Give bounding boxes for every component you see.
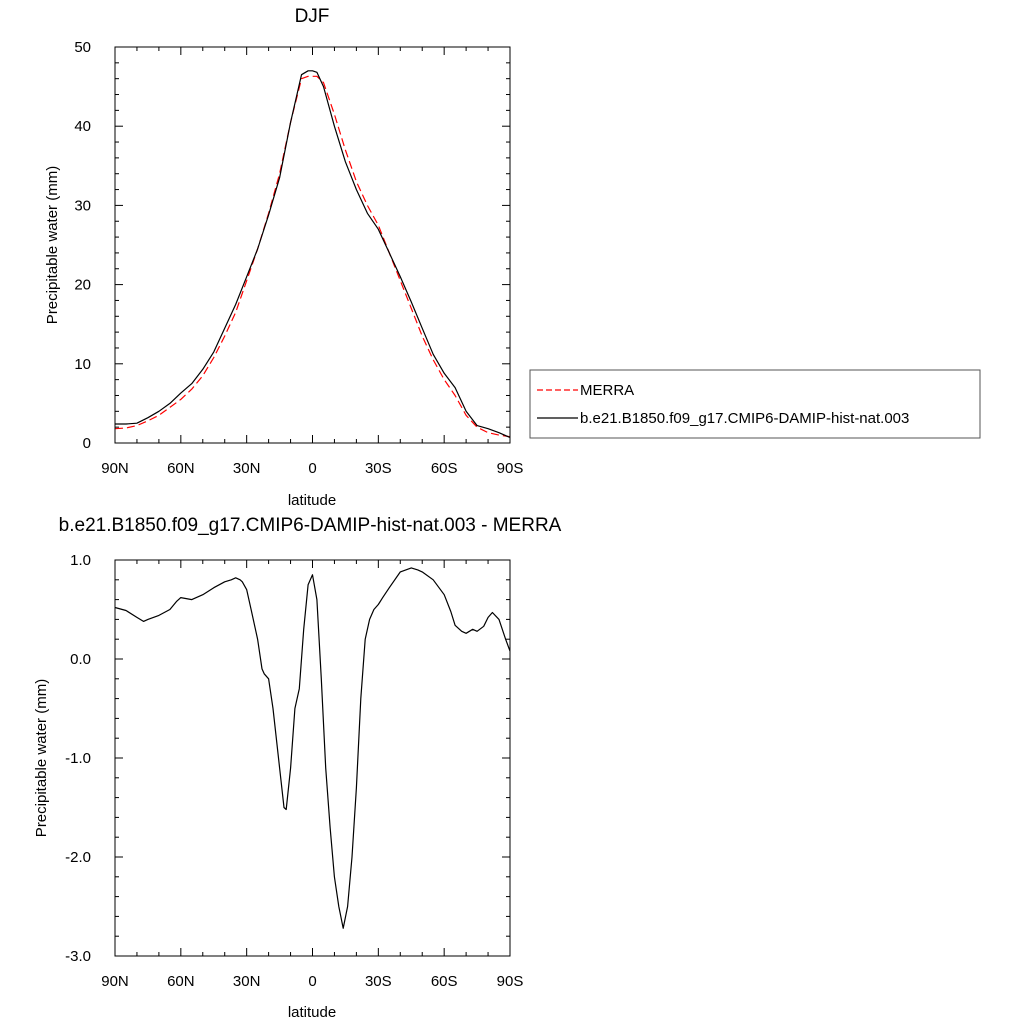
- y-tick-label: -2.0: [65, 849, 91, 866]
- x-tick-label: 30S: [365, 460, 392, 477]
- y-tick-label: -1.0: [65, 750, 91, 767]
- y-tick-label: 1.0: [70, 552, 91, 569]
- plot-frame: [114, 46, 511, 444]
- y-axis-label: Precipitable water (mm): [44, 166, 61, 324]
- y-axis-label: Precipitable water (mm): [33, 679, 50, 837]
- x-tick-label: 90N: [101, 460, 129, 477]
- series-line-0: [114, 75, 511, 438]
- x-tick-label: 90N: [101, 973, 129, 990]
- x-axis-label: latitude: [288, 492, 336, 509]
- x-tick-label: 90S: [497, 460, 524, 477]
- series-layer: [114, 70, 511, 439]
- series-layer: [114, 567, 511, 929]
- y-tick-label: 40: [74, 118, 91, 135]
- panel-djf: DJF 90N 60N 30N 0 30S 60S 90S 0 10 20 30 40 50 latit…: [44, 6, 981, 509]
- y-tick-label: 20: [74, 277, 91, 294]
- tick-layer: 90N 60N 30N 0 30S 60S 90S 0 10 20 30 40 50: [74, 39, 523, 477]
- x-tick-label: 60N: [167, 460, 195, 477]
- x-tick-label: 60S: [431, 973, 458, 990]
- x-axis-label: latitude: [288, 1004, 336, 1021]
- panel-difference: b.e21.B1850.f09_g17.CMIP6-DAMIP-hist-nat…: [33, 515, 562, 1021]
- legend-box: [529, 369, 981, 439]
- y-tick-label: 0.0: [70, 651, 91, 668]
- x-tick-label: 30N: [233, 460, 261, 477]
- legend-label-merra: MERRA: [580, 382, 634, 399]
- x-tick-label: 60N: [167, 973, 195, 990]
- legend-label-model: b.e21.B1850.f09_g17.CMIP6-DAMIP-hist-nat…: [580, 410, 909, 427]
- x-tick-label: 0: [308, 460, 316, 477]
- x-tick-label: 60S: [431, 460, 458, 477]
- chart-title: DJF: [295, 6, 330, 27]
- series-line-0: [114, 567, 511, 929]
- series-line-1: [115, 70, 511, 439]
- legend: MERRA b.e21.B1850.f09_g17.CMIP6-DAMIP-hi…: [529, 369, 981, 439]
- x-tick-label: 90S: [497, 973, 524, 990]
- x-tick-label: 30S: [365, 973, 392, 990]
- y-tick-label: 30: [74, 197, 91, 214]
- plot-frame: [114, 559, 511, 957]
- y-tick-label: 0: [83, 435, 91, 452]
- tick-layer: 90N 60N 30N 0 30S 60S 90S 1.0 0.0 -1.0 -2.0 -3.0: [65, 552, 523, 990]
- x-tick-label: 30N: [233, 973, 261, 990]
- y-tick-label: 10: [74, 356, 91, 373]
- x-tick-label: 0: [308, 973, 316, 990]
- y-tick-label: 50: [74, 39, 91, 56]
- y-tick-label: -3.0: [65, 948, 91, 965]
- chart-title: b.e21.B1850.f09_g17.CMIP6-DAMIP-hist-nat…: [59, 515, 562, 536]
